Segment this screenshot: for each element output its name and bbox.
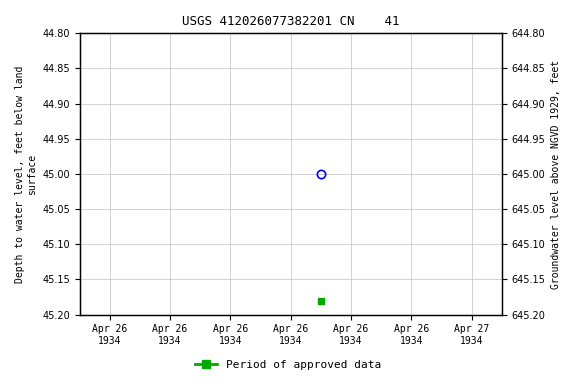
Legend: Period of approved data: Period of approved data	[191, 356, 385, 375]
Y-axis label: Groundwater level above NGVD 1929, feet: Groundwater level above NGVD 1929, feet	[551, 60, 561, 288]
Title: USGS 412026077382201 CN    41: USGS 412026077382201 CN 41	[182, 15, 400, 28]
Y-axis label: Depth to water level, feet below land
surface: Depth to water level, feet below land su…	[15, 65, 37, 283]
